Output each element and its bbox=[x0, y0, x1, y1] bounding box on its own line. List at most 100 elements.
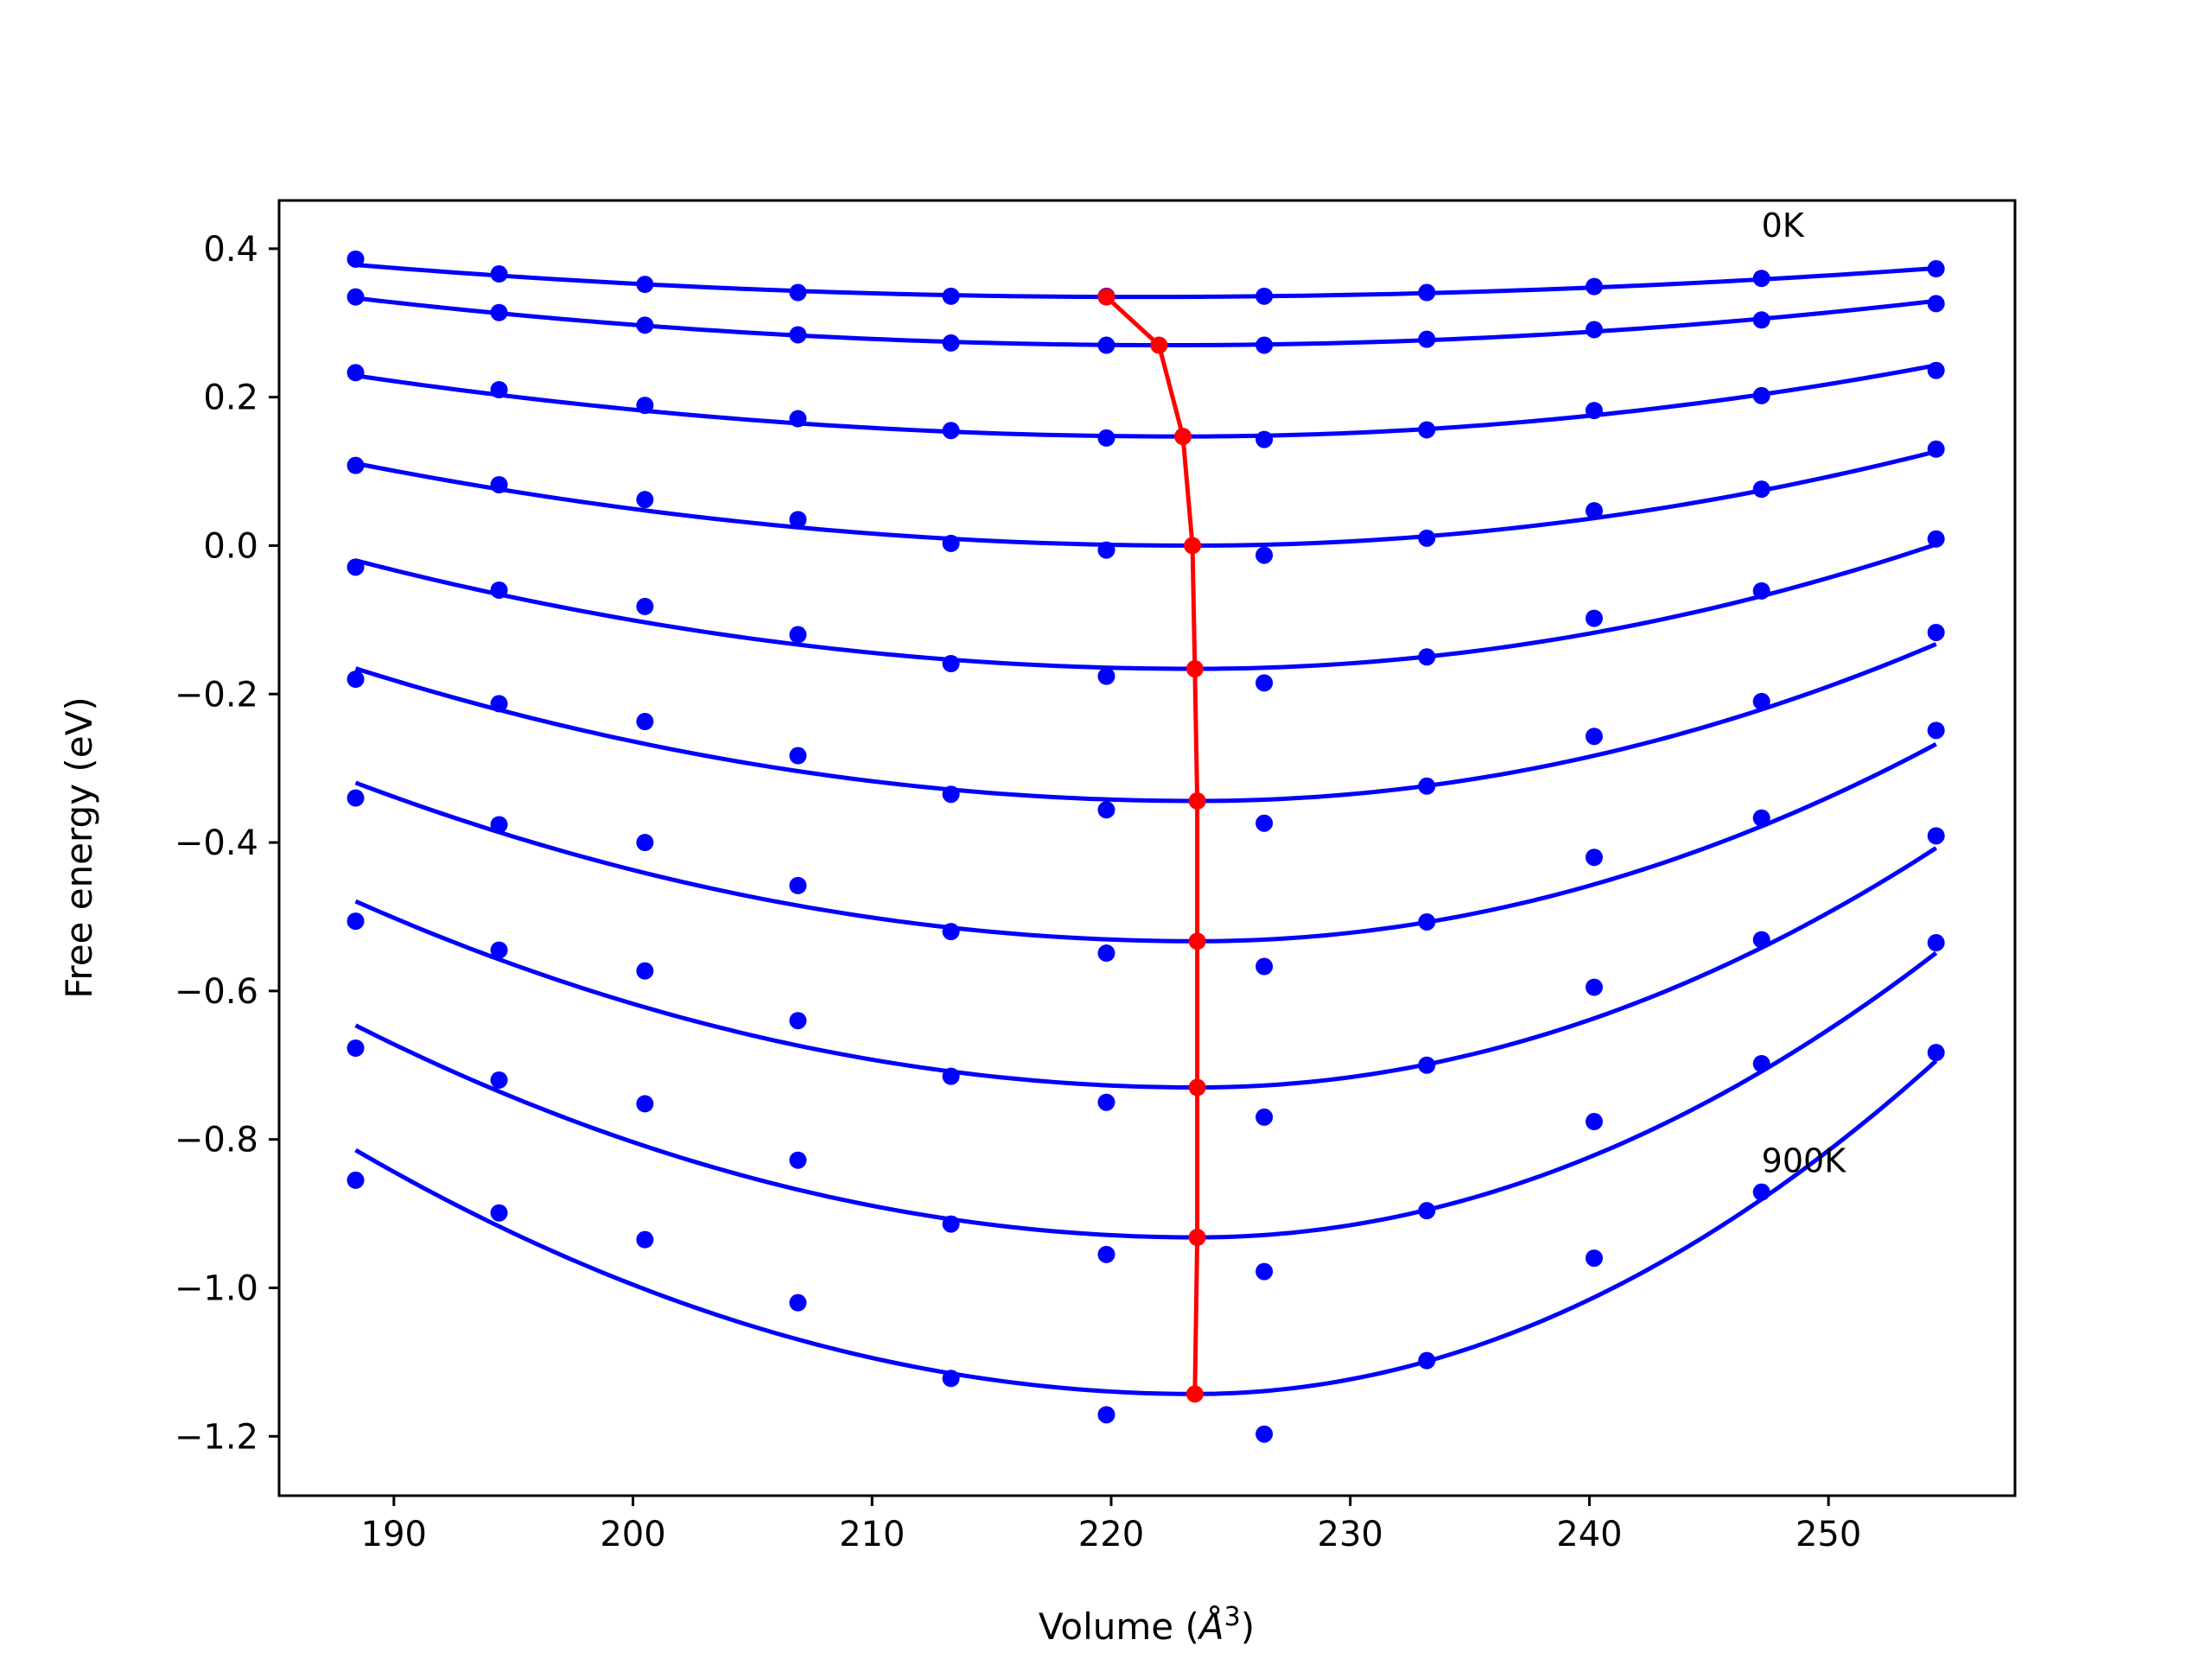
data-point bbox=[1418, 1202, 1436, 1220]
fit-curves bbox=[354, 263, 1938, 1396]
data-point bbox=[942, 422, 960, 440]
y-tick-label: −0.8 bbox=[175, 1121, 258, 1160]
data-point bbox=[1585, 728, 1603, 746]
data-point bbox=[1255, 814, 1274, 832]
data-point bbox=[789, 326, 807, 344]
data-point bbox=[1255, 674, 1274, 692]
data-point bbox=[1752, 311, 1770, 329]
data-point bbox=[490, 265, 508, 283]
data-point bbox=[1255, 1425, 1274, 1443]
data-point bbox=[1585, 609, 1603, 627]
data-point bbox=[1927, 1044, 1945, 1062]
data-point bbox=[346, 1039, 365, 1058]
fit-curve-600K bbox=[354, 742, 1937, 944]
data-point bbox=[1585, 1249, 1603, 1268]
x-axis-label-text: Volume bbox=[1039, 1605, 1173, 1648]
data-point bbox=[1752, 480, 1770, 499]
data-point bbox=[1927, 260, 1945, 278]
data-point bbox=[1097, 541, 1116, 559]
data-point bbox=[1927, 530, 1945, 548]
data-point bbox=[1418, 777, 1436, 795]
data-point bbox=[1585, 978, 1603, 996]
fit-curve-200K bbox=[355, 363, 1937, 439]
data-point bbox=[636, 597, 654, 615]
data-point bbox=[1418, 912, 1436, 931]
data-point bbox=[789, 747, 807, 765]
data-point bbox=[1927, 721, 1945, 740]
data-point bbox=[1255, 957, 1274, 976]
fit-curve-100K bbox=[355, 296, 1936, 348]
data-point bbox=[490, 581, 508, 599]
minimum-point bbox=[1185, 660, 1204, 678]
data-point bbox=[636, 713, 654, 731]
data-point bbox=[1418, 283, 1436, 302]
minimum-point bbox=[1188, 932, 1206, 950]
plot-frame bbox=[277, 199, 2017, 1497]
y-tick-label: 0.2 bbox=[203, 378, 258, 418]
data-point bbox=[789, 283, 807, 302]
minimum-point bbox=[1188, 1078, 1206, 1096]
data-point bbox=[789, 626, 807, 644]
data-point bbox=[490, 941, 508, 959]
data-point bbox=[1255, 1108, 1274, 1126]
data-point bbox=[942, 1215, 960, 1233]
y-tick-label: −0.6 bbox=[175, 972, 258, 1012]
fit-curve-500K bbox=[354, 642, 1937, 804]
data-point bbox=[1418, 1351, 1436, 1370]
x-tick-label: 210 bbox=[839, 1515, 905, 1554]
data-point bbox=[490, 476, 508, 494]
curve-annotation: 900K bbox=[1762, 1141, 1847, 1179]
data-point bbox=[346, 789, 365, 807]
data-point bbox=[346, 288, 365, 306]
data-point bbox=[636, 1230, 654, 1249]
curve-annotation: 0K bbox=[1762, 207, 1805, 245]
data-point bbox=[1585, 277, 1603, 296]
x-axis-unit-exponent: 3 bbox=[1224, 1602, 1241, 1632]
data-point bbox=[636, 834, 654, 852]
data-point bbox=[1585, 402, 1603, 420]
data-point bbox=[490, 1204, 508, 1222]
y-tick-label: −0.4 bbox=[175, 823, 258, 863]
data-point bbox=[1752, 386, 1770, 404]
data-point bbox=[346, 671, 365, 689]
data-point bbox=[1097, 1245, 1116, 1263]
data-point bbox=[1752, 1183, 1770, 1201]
data-point bbox=[1585, 849, 1603, 867]
data-point bbox=[942, 534, 960, 552]
data-point bbox=[636, 1095, 654, 1113]
data-point bbox=[1752, 931, 1770, 949]
minimum-point bbox=[1184, 537, 1202, 555]
data-point bbox=[789, 876, 807, 894]
data-point bbox=[1927, 440, 1945, 458]
data-point bbox=[1585, 321, 1603, 339]
data-point bbox=[1255, 1262, 1274, 1281]
data-point bbox=[1927, 361, 1945, 379]
fit-curve-800K bbox=[354, 950, 1938, 1240]
x-tick-label: 250 bbox=[1796, 1515, 1861, 1554]
fit-curve-300K bbox=[355, 449, 1937, 548]
data-point bbox=[636, 397, 654, 415]
data-point bbox=[346, 364, 365, 382]
data-point bbox=[1418, 648, 1436, 666]
data-point bbox=[1585, 1113, 1603, 1131]
data-point bbox=[1418, 1056, 1436, 1074]
y-tick-label: 0.4 bbox=[203, 230, 258, 270]
data-point bbox=[1927, 934, 1945, 952]
fit-curve-900K bbox=[354, 1058, 1938, 1396]
data-point bbox=[1097, 1406, 1116, 1424]
data-point bbox=[1097, 429, 1116, 447]
data-point bbox=[789, 410, 807, 428]
data-point bbox=[1255, 546, 1274, 564]
data-point bbox=[490, 381, 508, 399]
annotations: 0K 900K bbox=[1762, 207, 1847, 1179]
data-point bbox=[1418, 330, 1436, 348]
x-tick-label: 220 bbox=[1078, 1515, 1144, 1554]
minimum-point bbox=[1185, 1385, 1204, 1403]
x-tick-label: 230 bbox=[1318, 1515, 1383, 1554]
minimum-point bbox=[1174, 428, 1192, 446]
data-point bbox=[1752, 809, 1770, 827]
data-point bbox=[942, 287, 960, 305]
data-point bbox=[346, 250, 365, 268]
data-point bbox=[942, 1067, 960, 1085]
